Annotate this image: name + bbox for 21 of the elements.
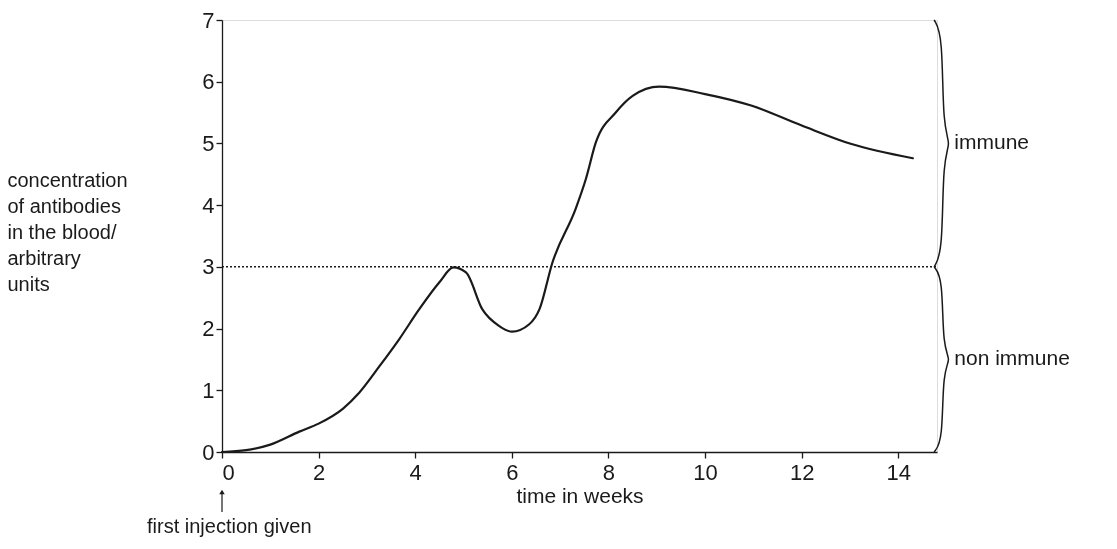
y-tick-label: 7: [202, 7, 215, 33]
x-tick-label: 8: [602, 459, 616, 485]
y-axis-title: concentration of antibodies in the blood/ arbitrary units: [7, 168, 128, 295]
y-tick-label: 6: [202, 69, 215, 95]
y-tick-label: 5: [202, 130, 215, 156]
x-tick-label: 2: [313, 459, 326, 485]
x-tick-label: 4: [409, 459, 422, 485]
x-tick-label: 0: [222, 459, 235, 485]
y-tick-label: 3: [202, 254, 215, 280]
annotation: first injection given: [147, 515, 312, 537]
x-axis-title: time in weeks: [516, 483, 644, 507]
y-tick-label: 0: [202, 439, 215, 465]
y-tick-label: 1: [202, 377, 215, 403]
y-tick-label: 4: [202, 192, 215, 218]
text: immune: [954, 130, 1029, 154]
x-tick-label: 12: [789, 459, 815, 485]
y-tick-label: 2: [202, 316, 215, 342]
text: non immune: [954, 346, 1070, 370]
x-tick-label: 10: [693, 459, 718, 485]
x-tick-label: 14: [886, 459, 912, 485]
x-tick-label: 6: [506, 459, 519, 485]
